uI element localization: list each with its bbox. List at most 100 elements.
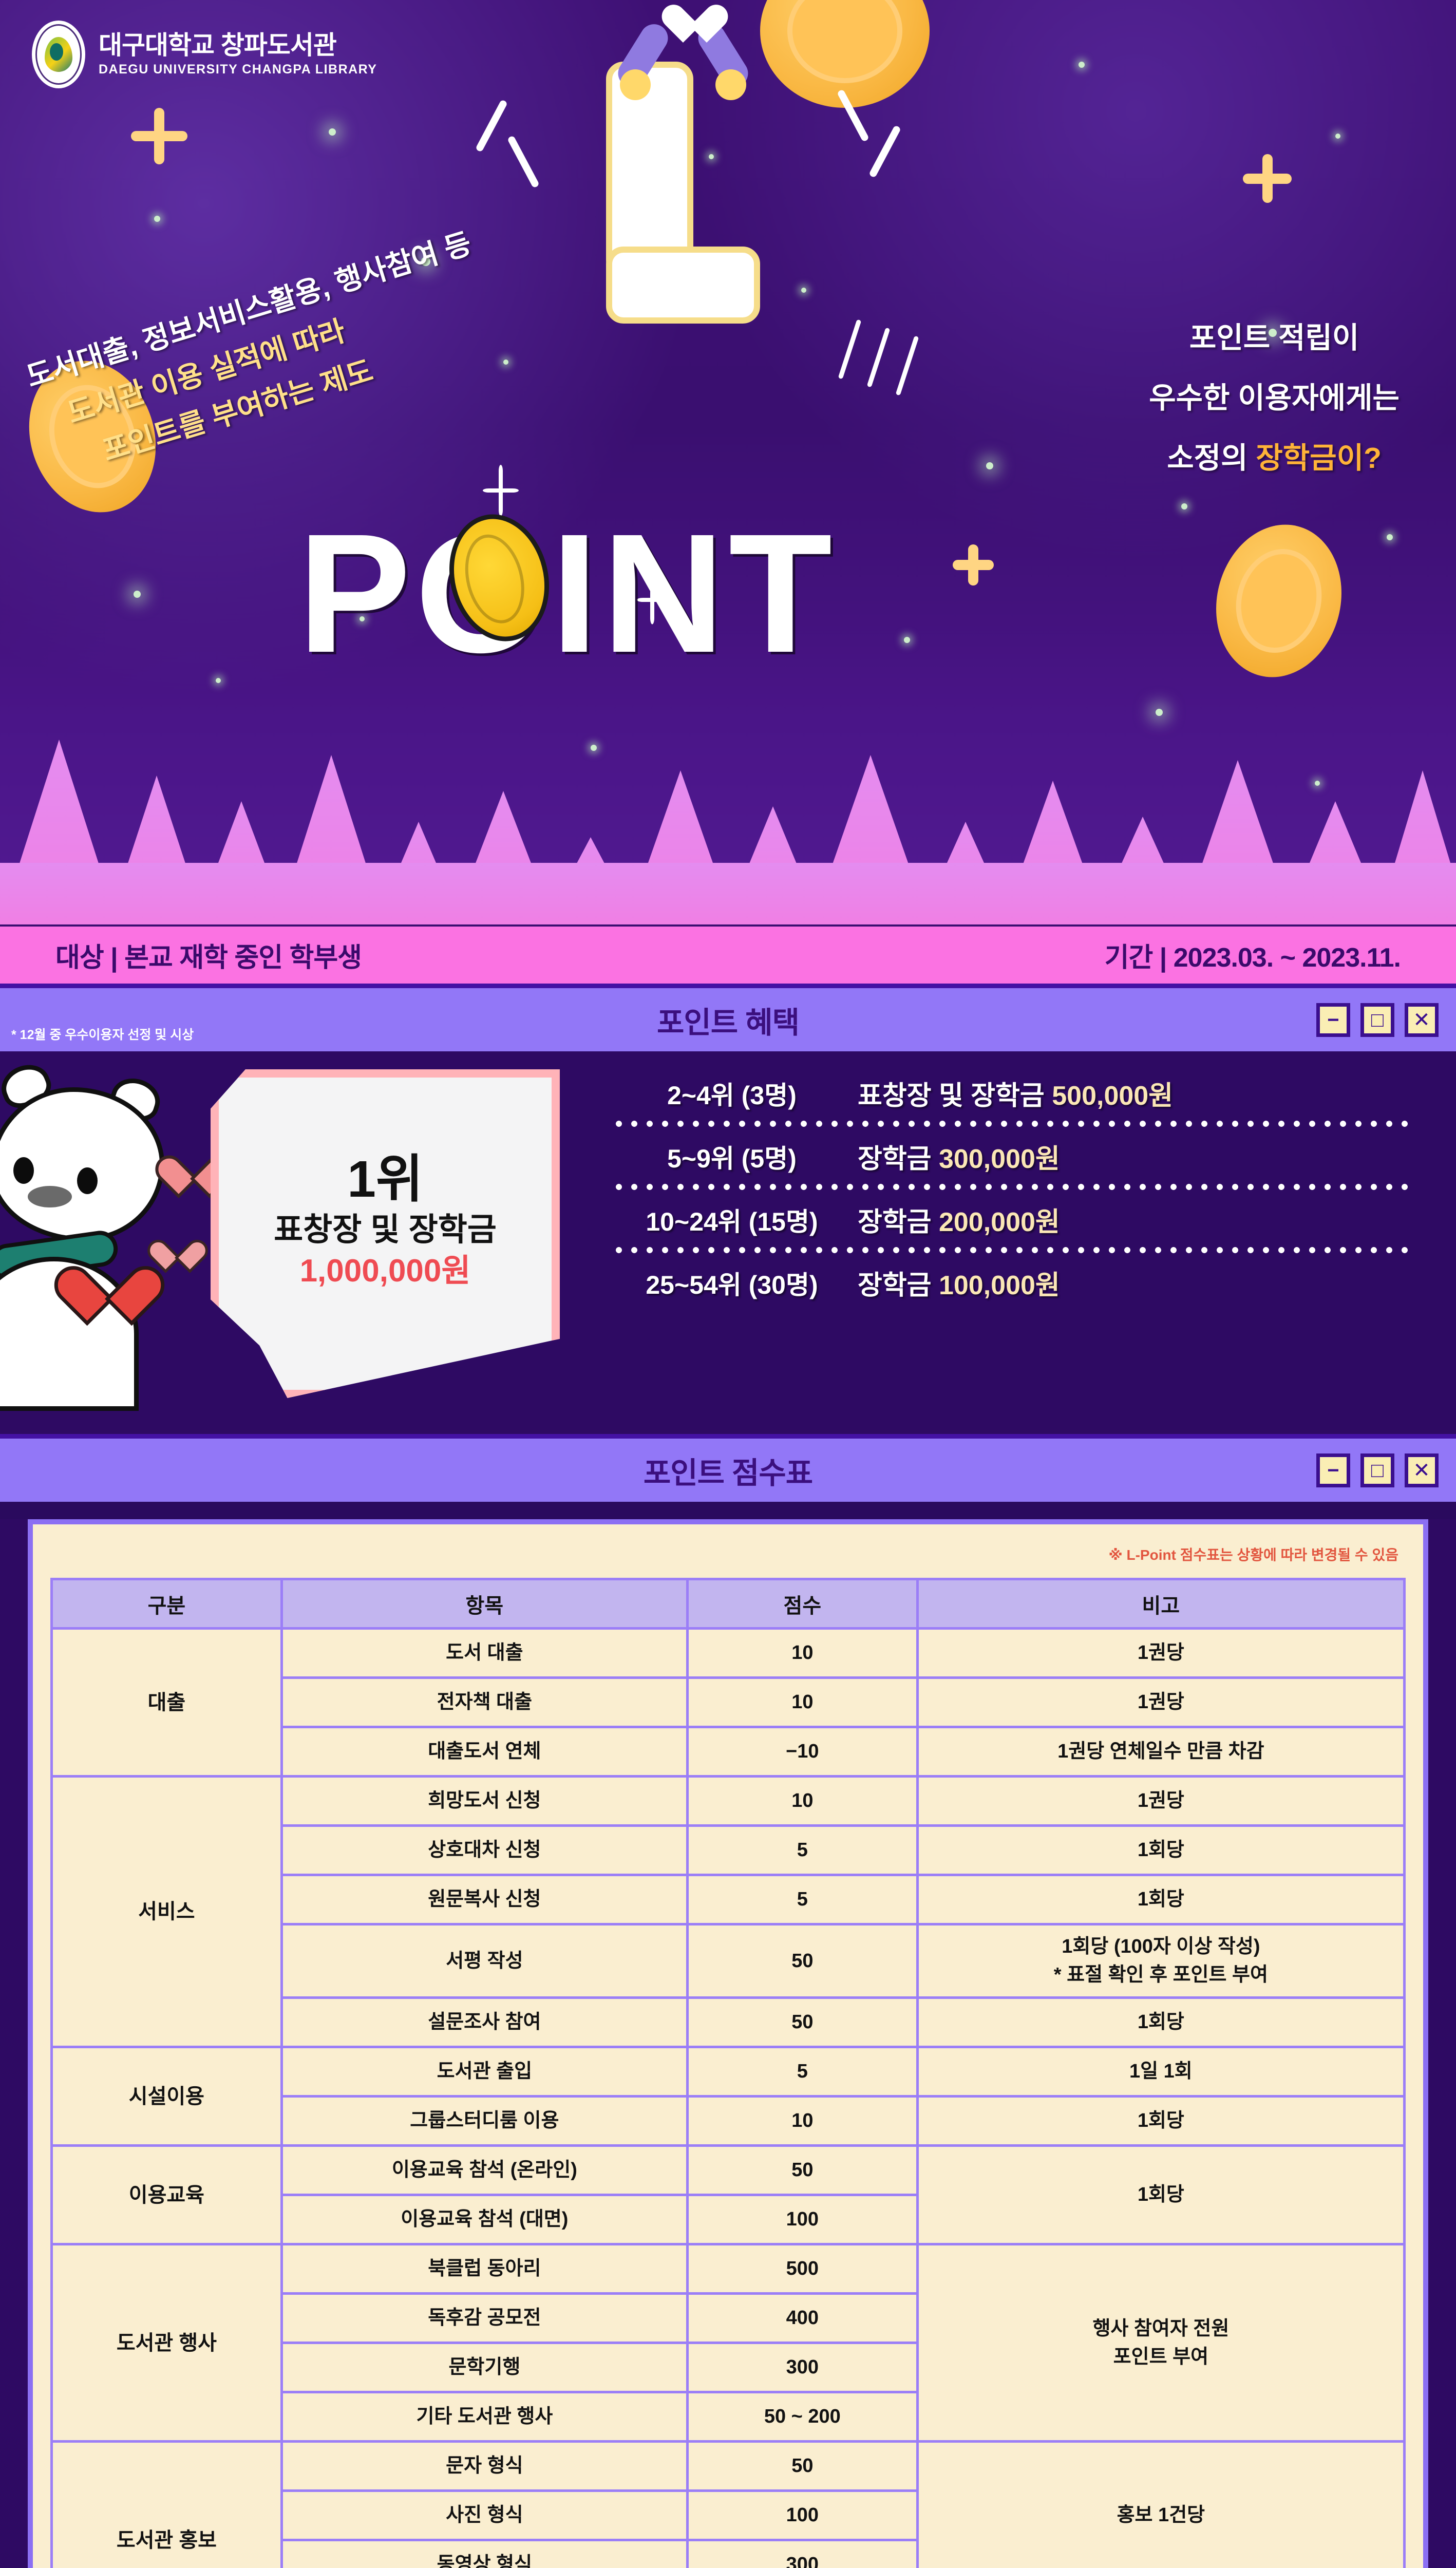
speed-lines-decoration bbox=[838, 318, 955, 406]
period-info: 기간 | 2023.03. ~ 2023.11. bbox=[1104, 943, 1401, 973]
score-remark: 1권당 연체일수 만큼 차감 bbox=[916, 1726, 1406, 1778]
first-prize-amount: 1,000,000원 bbox=[299, 1253, 471, 1289]
score-table-row: 상호대차 신청 5 1회당 bbox=[52, 1824, 1406, 1876]
prize-row: 25~54위 (30명) 장학금 100,000원 bbox=[606, 1256, 1410, 1308]
first-prize-rank: 1위 bbox=[347, 1150, 423, 1209]
plus-decoration-3 bbox=[953, 544, 994, 586]
score-group-label: 도서관 행사 bbox=[50, 2243, 283, 2443]
score-table-row: 대출 도서 대출 10 1권당 bbox=[50, 1627, 1406, 1778]
score-table-header-row: 구분 항목 점수 비고 bbox=[50, 1578, 1406, 1630]
score-remark: 1회당 bbox=[916, 2144, 1406, 2246]
score-value: 10 bbox=[686, 1775, 919, 1827]
maximize-icon[interactable]: □ bbox=[1360, 1003, 1394, 1037]
target-info: 대상 | 본교 재학 중인 학부생 bbox=[55, 943, 362, 973]
prize-description: 표창장 및 장학금 500,000원 bbox=[858, 1081, 1174, 1111]
scoretable-title: 포인트 점수표 bbox=[643, 1456, 813, 1490]
prize-description: 장학금 200,000원 bbox=[858, 1207, 1060, 1237]
score-item-label: 북클럽 동아리 bbox=[280, 2243, 689, 2295]
score-value: 400 bbox=[686, 2292, 919, 2345]
score-value: 50 ~ 200 bbox=[686, 2391, 919, 2443]
score-table-row: 서평 작성 50 1회당 (100자 이상 작성) * 표절 확인 후 포인트 부여 bbox=[52, 1922, 1406, 1999]
score-value: −10 bbox=[686, 1726, 919, 1778]
score-item-label: 도서 대출 bbox=[280, 1627, 689, 1679]
scoretable-window-controls[interactable]: − □ ✕ bbox=[1316, 1453, 1439, 1487]
score-item-label: 독후감 공모전 bbox=[280, 2292, 689, 2345]
benefits-section: 1위 표창장 및 장학금 1,000,000원 2~4위 (3명) 표창장 및 장… bbox=[0, 1051, 1456, 1434]
maximize-icon[interactable]: □ bbox=[1360, 1453, 1394, 1487]
scoretable-section: ※ L-Point 점수표는 상황에 따라 변경될 수 있음 구분 항목 점수 비고 … bbox=[0, 1519, 1456, 2568]
score-remark: 1회당 (100자 이상 작성) * 표절 확인 후 포인트 부여 bbox=[916, 1922, 1406, 1999]
zigzag-decoration-right bbox=[836, 87, 909, 195]
score-table-row: 대출도서 연체 −10 1권당 연체일수 만큼 차감 bbox=[52, 1726, 1406, 1778]
score-remark: 1회당 bbox=[916, 1824, 1406, 1876]
score-item-label: 희망도서 신청 bbox=[280, 1775, 689, 1827]
score-value: 500 bbox=[686, 2243, 919, 2295]
score-item-label: 전자책 대출 bbox=[280, 1676, 689, 1728]
tiger-mascot-icon bbox=[0, 1056, 239, 1416]
score-remark: 1회당 bbox=[916, 1996, 1406, 2049]
score-item-label: 이용교육 참석 (온라인) bbox=[280, 2144, 689, 2197]
prize-divider bbox=[611, 1183, 1410, 1191]
prize-row: 2~4위 (3명) 표창장 및 장학금 500,000원 bbox=[606, 1067, 1410, 1119]
intro-blurb-left: 도서대출, 정보서비스활용, 행사참여 등 도서관 이용 실적에 따라 포인트를… bbox=[21, 220, 504, 489]
score-column-header: 구분 bbox=[50, 1578, 283, 1630]
score-item-label: 설문조사 참여 bbox=[280, 1996, 689, 2049]
minimize-icon[interactable]: − bbox=[1316, 1453, 1350, 1487]
score-table-row: 그룹스터디룸 이용 10 1회당 bbox=[52, 2095, 1406, 2147]
score-table: 구분 항목 점수 비고 대출 도서 대출 10 1권당 전자책 대출 10 1권당 대출도서 연체 −… bbox=[50, 1578, 1406, 2568]
letter-l-graphic bbox=[606, 62, 760, 324]
prize-divider bbox=[611, 1120, 1410, 1128]
score-table-row: 도서관 홍보 문자 형식 50 홍보 1건당 bbox=[50, 2440, 1406, 2568]
score-remark: 1회당 bbox=[916, 1874, 1406, 1925]
score-table-row: 사진 형식 100 bbox=[52, 2489, 1405, 2542]
zigzag-decoration-left bbox=[475, 98, 550, 200]
prize-row: 5~9위 (5명) 장학금 300,000원 bbox=[606, 1130, 1410, 1182]
score-remark: 홍보 1건당 bbox=[916, 2440, 1406, 2568]
intro-blurb-right-line1: 포인트 적립이 bbox=[1189, 322, 1359, 354]
heart-mascot-icon bbox=[613, 3, 753, 100]
score-table-row: 원문복사 신청 5 1회당 bbox=[52, 1874, 1406, 1925]
score-value: 10 bbox=[686, 1676, 919, 1728]
score-value: 50 bbox=[686, 1922, 919, 1999]
score-column-header: 항목 bbox=[280, 1578, 689, 1630]
score-item-label: 동영상 형식 bbox=[280, 2539, 689, 2568]
benefits-award-note: * 12월 중 우수이용자 선정 및 시상 bbox=[11, 1028, 194, 1042]
first-prize-label: 표창장 및 장학금 bbox=[274, 1212, 497, 1248]
score-table-row: 이용교육 이용교육 참석 (온라인) 50 1회당 bbox=[50, 2144, 1406, 2246]
prize-divider bbox=[611, 1246, 1410, 1254]
score-table-row: 설문조사 참여 50 1회당 bbox=[52, 1996, 1406, 2049]
intro-blurb-right-line3: 소정의 장학금이? bbox=[1167, 441, 1382, 475]
close-icon[interactable]: ✕ bbox=[1405, 1003, 1439, 1037]
benefits-window-controls[interactable]: − □ ✕ bbox=[1316, 1003, 1439, 1037]
intro-blurb-right-line2: 우수한 이용자에게는 bbox=[1149, 381, 1400, 414]
score-value: 300 bbox=[686, 2539, 919, 2568]
score-value: 50 bbox=[686, 1996, 919, 2049]
score-remark: 1일 1회 bbox=[916, 2046, 1406, 2098]
target-period-bar: 대상 | 본교 재학 중인 학부생 기간 | 2023.03. ~ 2023.1… bbox=[0, 924, 1456, 984]
mountain-silhouette bbox=[0, 719, 1456, 924]
score-value: 100 bbox=[686, 2194, 919, 2246]
score-value: 10 bbox=[686, 2095, 919, 2147]
score-table-row: 동영상 형식 300 bbox=[52, 2539, 1405, 2568]
prize-amount: 300,000원 bbox=[938, 1144, 1060, 1174]
university-crest-icon bbox=[32, 21, 85, 88]
prize-rank: 25~54위 (30명) bbox=[646, 1270, 818, 1299]
prize-amount: 500,000원 bbox=[1052, 1081, 1174, 1111]
score-item-label: 서평 작성 bbox=[280, 1922, 689, 1999]
score-item-label: 이용교육 참석 (대면) bbox=[280, 2194, 689, 2246]
score-remark: 1권당 bbox=[916, 1775, 1406, 1827]
score-group-label: 도서관 홍보 bbox=[50, 2440, 283, 2568]
score-value: 300 bbox=[686, 2342, 919, 2394]
close-icon[interactable]: ✕ bbox=[1405, 1453, 1439, 1487]
scoretable-section-header: 포인트 점수표 − □ ✕ bbox=[0, 1434, 1456, 1502]
minimize-icon[interactable]: − bbox=[1316, 1003, 1350, 1037]
score-remark: 1회당 bbox=[916, 2095, 1406, 2147]
library-name-en: DAEGU UNIVERSITY CHANGPA LIBRARY bbox=[99, 62, 377, 77]
prize-rank: 2~4위 (3명) bbox=[667, 1081, 797, 1110]
score-value: 50 bbox=[686, 2440, 919, 2493]
score-item-label: 원문복사 신청 bbox=[280, 1874, 689, 1925]
score-value: 10 bbox=[686, 1627, 919, 1679]
score-item-label: 문자 형식 bbox=[280, 2440, 689, 2493]
prize-description: 장학금 300,000원 bbox=[858, 1144, 1060, 1174]
